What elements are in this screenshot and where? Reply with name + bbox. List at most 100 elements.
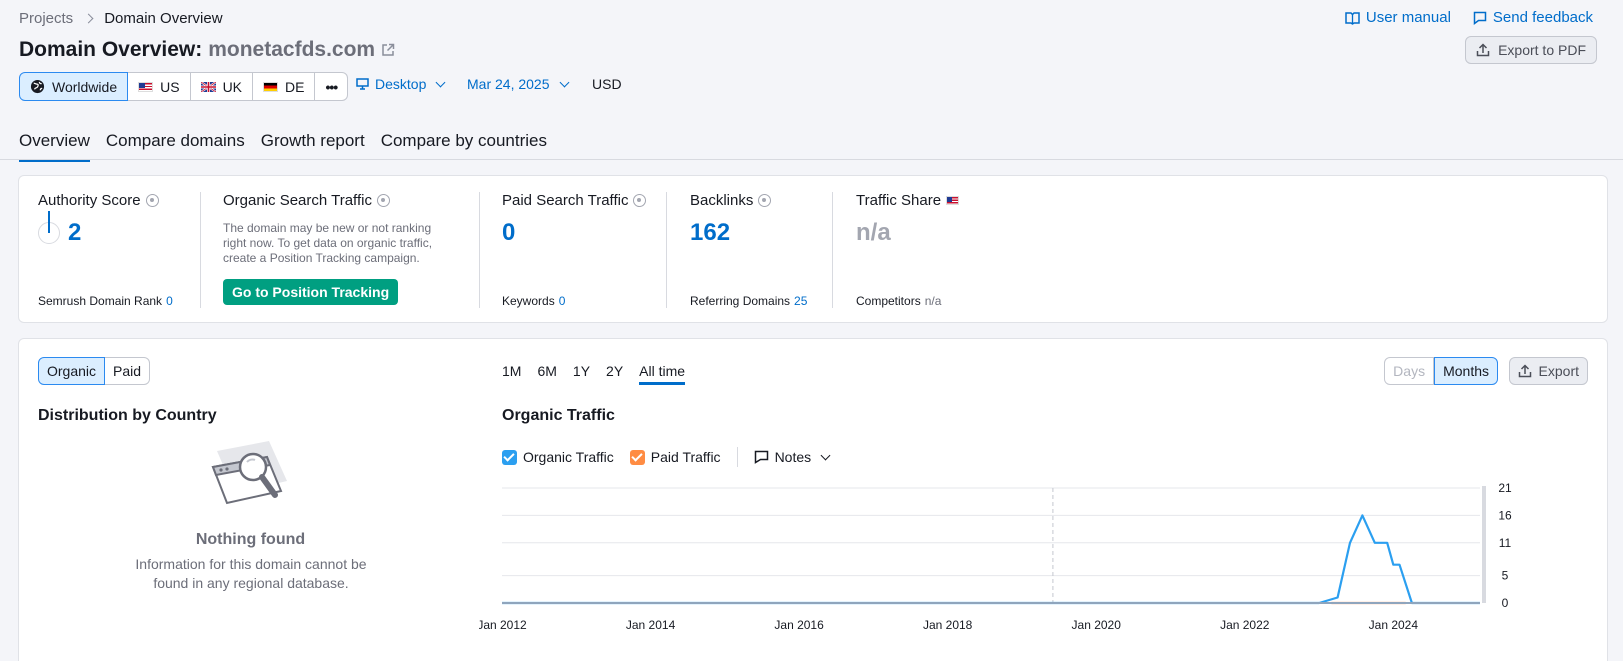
db-de-button[interactable]: DE (253, 72, 316, 101)
chart-scroll-track (1482, 486, 1486, 603)
paid-toggle-button[interactable]: Paid (105, 357, 151, 385)
chart-title: Organic Traffic (502, 407, 615, 424)
period-all-time[interactable]: All time (639, 363, 686, 385)
db-uk-label: UK (222, 78, 243, 95)
feedback-icon (1473, 11, 1487, 25)
notes-dropdown[interactable]: Notes (754, 449, 833, 465)
checkbox-checked-icon (502, 449, 517, 465)
info-icon[interactable] (145, 194, 159, 207)
de-flag-icon (263, 81, 279, 92)
distribution-title: Distribution by Country (38, 407, 217, 424)
db-worldwide-button[interactable]: Worldwide (19, 72, 129, 101)
legend-organic-traffic[interactable]: Organic Traffic (502, 449, 614, 465)
notes-icon (754, 450, 768, 464)
organic-paid-toggle: Organic Paid (38, 357, 151, 385)
legend-paid-traffic[interactable]: Paid Traffic (629, 449, 721, 465)
months-toggle-button[interactable]: Months (1434, 357, 1498, 385)
date-label: Mar 24, 2025 (467, 76, 550, 92)
traffic-share-value: n/a (856, 219, 891, 246)
referring-domains-label: Referring Domains (690, 294, 791, 308)
authority-score-label: Authority Score (38, 192, 141, 209)
keywords-value[interactable]: 0 (558, 294, 566, 308)
date-dropdown[interactable]: Mar 24, 2025 (467, 76, 571, 92)
info-icon[interactable] (758, 194, 772, 207)
export-pdf-button[interactable]: Export to PDF (1465, 36, 1597, 64)
export-label: Export (1538, 363, 1579, 379)
domain-rank-value[interactable]: 0 (166, 294, 173, 308)
upload-icon (1476, 43, 1490, 57)
competitors-label: Competitors (856, 294, 921, 308)
db-us-label: US (160, 78, 180, 95)
domain-name-link[interactable]: monetacfds.com (208, 38, 376, 61)
send-feedback-link[interactable]: Send feedback (1473, 9, 1593, 26)
organic-traffic-note: The domain may be new or not ranking rig… (223, 221, 433, 265)
x-tick-label: Jan 2024 (1369, 618, 1419, 632)
granularity-toggle: Days Months (1384, 357, 1498, 385)
authority-gauge-icon (38, 211, 60, 244)
export-pdf-label: Export to PDF (1498, 42, 1586, 58)
period-1y[interactable]: 1Y (572, 363, 591, 379)
db-uk-button[interactable]: UK (190, 72, 254, 101)
checkbox-checked-icon (629, 449, 645, 465)
go-to-position-tracking-button[interactable]: Go to Position Tracking (223, 279, 399, 305)
backlinks-value[interactable]: 162 (690, 219, 731, 246)
send-feedback-label: Send feedback (1492, 9, 1593, 26)
organic-traffic-metric: Organic Search Traffic The domain may be… (223, 192, 451, 340)
report-tabs: Overview Compare domains Growth report C… (19, 131, 547, 162)
notes-label: Notes (774, 449, 812, 465)
traffic-share-label: Traffic Share (856, 192, 942, 209)
chevron-down-icon (559, 77, 569, 87)
organic-traffic-chart[interactable]: 0 5 11 16 21 Jan 2012 Jan 2014 Jan 2016 Jan 2018… (479, 481, 1599, 641)
tabs-divider (0, 159, 1623, 160)
globe-icon (30, 79, 45, 94)
chart-legend: Organic Traffic Paid Traffic Notes (502, 447, 832, 467)
tab-growth-report[interactable]: Growth report (260, 131, 365, 150)
tab-compare-domains[interactable]: Compare domains (105, 131, 245, 150)
uk-flag-icon (200, 81, 216, 92)
authority-score-value[interactable]: 2 (68, 219, 82, 246)
external-link-icon[interactable] (381, 43, 395, 57)
export-button[interactable]: Export (1508, 357, 1588, 385)
legend-organic-label: Organic Traffic (523, 449, 614, 465)
info-icon[interactable] (376, 194, 390, 207)
organic-toggle-button[interactable]: Organic (38, 357, 106, 385)
device-label: Desktop (375, 76, 427, 92)
db-more-button[interactable]: ••• (315, 72, 349, 101)
metric-divider (200, 192, 201, 308)
period-6m[interactable]: 6M (537, 363, 557, 379)
domain-rank-label: Semrush Domain Rank (38, 294, 163, 308)
referring-domains-value[interactable]: 25 (794, 294, 808, 308)
x-tick-label: Jan 2020 (1072, 618, 1122, 632)
period-2y[interactable]: 2Y (606, 363, 624, 379)
traffic-share-metric: Traffic Share n/a Competitors n/a (856, 192, 960, 340)
page-title: Domain Overview: monetacfds.com (19, 38, 395, 62)
organic-traffic-label: Organic Search Traffic (223, 192, 372, 209)
db-de-label: DE (285, 78, 305, 95)
series-line-organic (502, 514, 1480, 605)
upload-icon (1518, 364, 1531, 378)
period-1m[interactable]: 1M (502, 363, 522, 379)
days-toggle-button[interactable]: Days (1384, 357, 1435, 385)
desktop-icon (356, 78, 369, 90)
breadcrumb-projects-link[interactable]: Projects (19, 10, 74, 27)
y-tick-label: 11 (1499, 536, 1512, 550)
device-dropdown[interactable]: Desktop (356, 76, 447, 92)
tab-compare-by-countries[interactable]: Compare by countries (380, 131, 548, 150)
db-us-button[interactable]: US (128, 72, 191, 101)
user-manual-label: User manual (1365, 9, 1451, 26)
period-selector: 1M 6M 1Y 2Y All time (502, 363, 686, 385)
breadcrumb: Projects Domain Overview (19, 10, 223, 27)
paid-traffic-metric: Paid Search Traffic 0 Keywords 0 (502, 192, 647, 340)
paid-traffic-value[interactable]: 0 (502, 219, 516, 246)
us-flag-icon (138, 81, 154, 92)
chevron-down-icon (820, 450, 831, 460)
legend-divider (736, 447, 738, 467)
tab-overview[interactable]: Overview (19, 131, 90, 162)
backlinks-metric: Backlinks 162 Referring Domains 25 (690, 192, 807, 340)
traffic-card: Organic Paid 1M 6M 1Y 2Y All time Days M… (18, 338, 1608, 661)
metrics-card: Authority Score 2 Semrush Domain Rank 0 O… (18, 175, 1608, 323)
backlinks-label: Backlinks (690, 192, 754, 209)
metric-divider (666, 192, 667, 308)
info-icon[interactable] (633, 194, 647, 207)
user-manual-link[interactable]: User manual (1345, 9, 1451, 26)
